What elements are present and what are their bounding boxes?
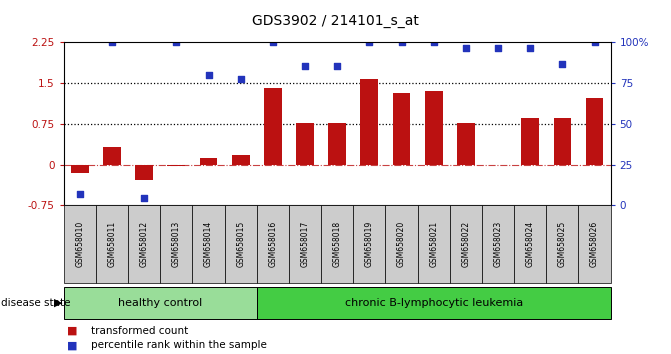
Text: GSM658024: GSM658024 <box>525 221 535 267</box>
Point <box>396 40 407 45</box>
Bar <box>71 165 89 173</box>
Text: GSM658015: GSM658015 <box>236 221 245 267</box>
Point <box>107 40 117 45</box>
Text: GSM658016: GSM658016 <box>268 221 277 267</box>
Point <box>203 72 214 78</box>
Text: GSM658018: GSM658018 <box>333 221 342 267</box>
Text: ▶: ▶ <box>54 298 62 308</box>
Bar <box>296 123 314 165</box>
Bar <box>457 123 474 165</box>
Bar <box>393 93 411 165</box>
Bar <box>231 155 250 165</box>
Text: percentile rank within the sample: percentile rank within the sample <box>91 340 266 350</box>
Point <box>493 45 503 51</box>
Text: GSM658017: GSM658017 <box>301 221 309 267</box>
Text: GSM658019: GSM658019 <box>365 221 374 267</box>
Text: GSM658011: GSM658011 <box>107 221 117 267</box>
Point <box>428 40 439 45</box>
Bar <box>521 119 539 165</box>
Text: GSM658010: GSM658010 <box>75 221 85 267</box>
Point <box>525 45 535 51</box>
Text: GSM658025: GSM658025 <box>558 221 567 267</box>
Point <box>364 40 374 45</box>
Text: ■: ■ <box>67 340 78 350</box>
Bar <box>360 79 378 165</box>
Point <box>139 195 150 201</box>
Bar <box>136 165 153 180</box>
Text: GSM658023: GSM658023 <box>493 221 503 267</box>
Point <box>557 61 568 67</box>
Text: disease state: disease state <box>1 298 71 308</box>
Bar <box>425 91 443 165</box>
Point <box>589 40 600 45</box>
Bar <box>168 165 185 166</box>
Text: chronic B-lymphocytic leukemia: chronic B-lymphocytic leukemia <box>344 298 523 308</box>
Point <box>300 63 311 69</box>
Text: GSM658022: GSM658022 <box>462 221 470 267</box>
Text: GSM658026: GSM658026 <box>590 221 599 267</box>
Text: GDS3902 / 214101_s_at: GDS3902 / 214101_s_at <box>252 14 419 28</box>
Text: GSM658020: GSM658020 <box>397 221 406 267</box>
Text: GSM658013: GSM658013 <box>172 221 181 267</box>
Text: healthy control: healthy control <box>118 298 203 308</box>
Text: GSM658012: GSM658012 <box>140 221 149 267</box>
Bar <box>264 87 282 165</box>
Point <box>268 40 278 45</box>
Bar <box>586 98 603 165</box>
Text: GSM658021: GSM658021 <box>429 221 438 267</box>
Text: GSM658014: GSM658014 <box>204 221 213 267</box>
Point <box>171 40 182 45</box>
Point <box>460 45 471 51</box>
Bar <box>328 123 346 165</box>
Text: transformed count: transformed count <box>91 326 188 336</box>
Point <box>74 192 85 197</box>
Bar <box>200 158 217 165</box>
Point <box>236 76 246 82</box>
Text: ■: ■ <box>67 326 78 336</box>
Bar <box>103 147 121 165</box>
Point <box>332 63 343 69</box>
Bar <box>554 119 571 165</box>
